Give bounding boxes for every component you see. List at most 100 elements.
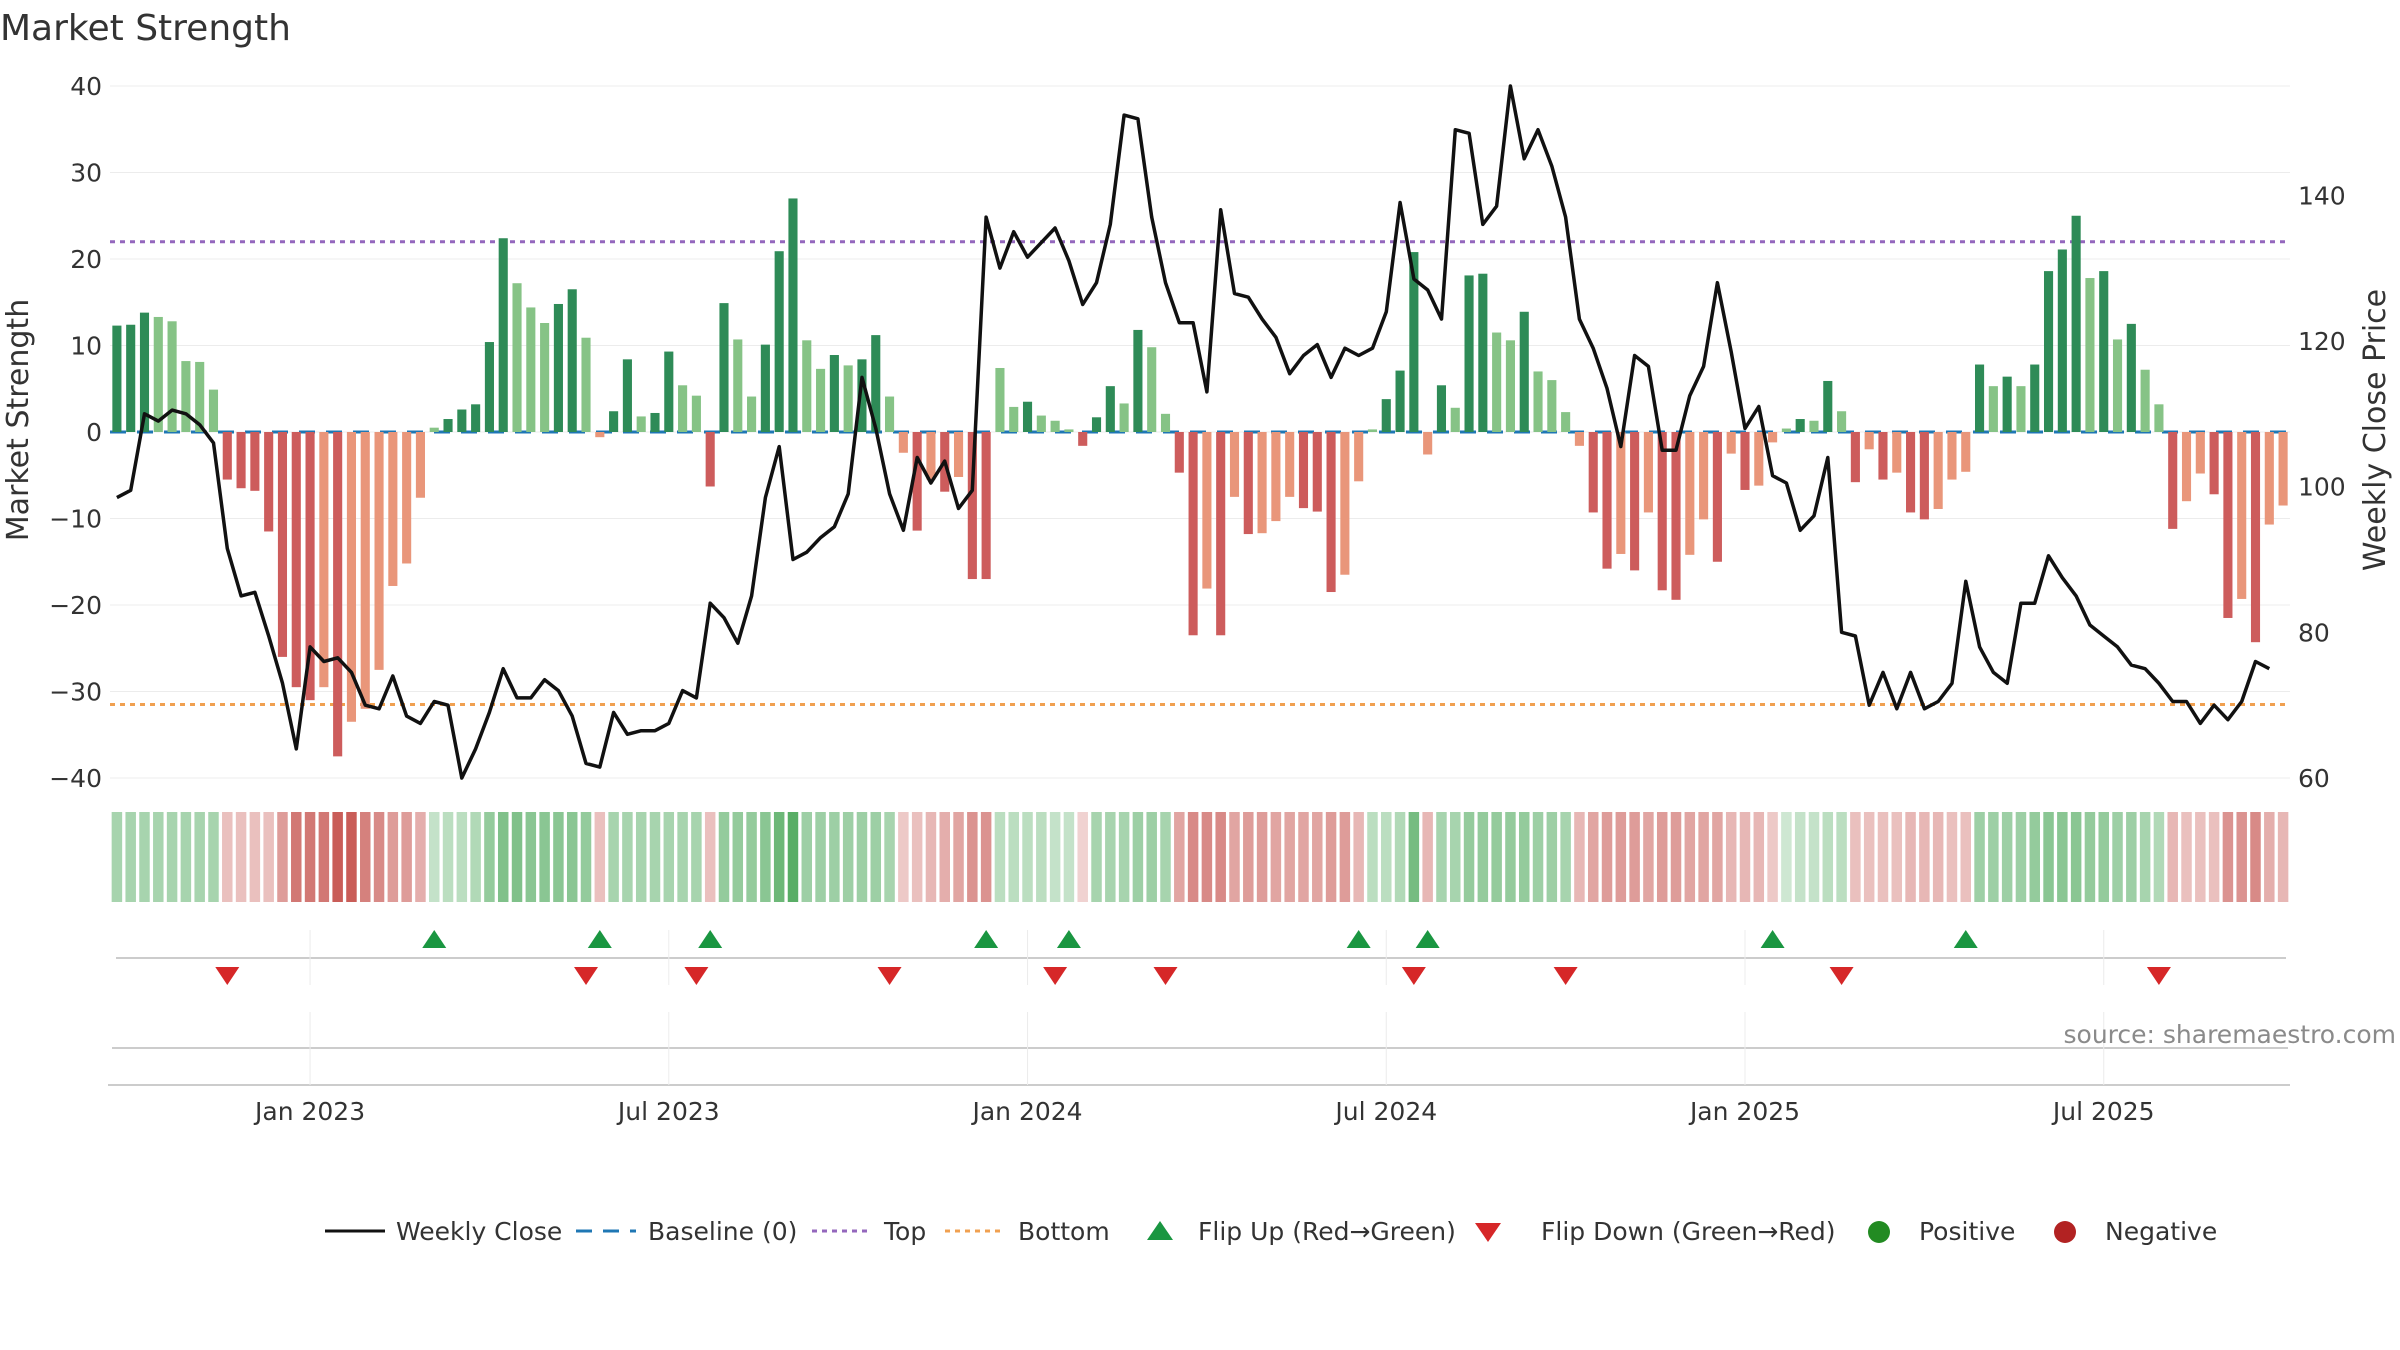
strength-bar bbox=[1630, 432, 1640, 571]
flip-down-marker bbox=[2146, 967, 2171, 985]
band-cell bbox=[1767, 812, 1778, 902]
band-cell bbox=[2195, 812, 2206, 902]
strength-bar bbox=[222, 432, 232, 480]
band-cell bbox=[2029, 812, 2040, 902]
strength-bar bbox=[1478, 273, 1488, 432]
band-cell bbox=[139, 812, 150, 902]
band-cell bbox=[608, 812, 619, 902]
flip-down-marker bbox=[574, 967, 599, 985]
strength-bar bbox=[484, 342, 494, 432]
band-cell bbox=[1891, 812, 1903, 902]
strength-bar bbox=[236, 432, 246, 489]
strength-bar bbox=[181, 361, 191, 432]
band-cell bbox=[153, 812, 164, 902]
strength-bar bbox=[553, 303, 563, 432]
band-cell bbox=[1367, 812, 1378, 902]
strength-bar bbox=[1505, 340, 1515, 432]
strength-bar bbox=[112, 325, 122, 432]
strength-bar bbox=[1975, 364, 1985, 432]
left-y-tick-label: 40 bbox=[70, 72, 102, 101]
band-cell bbox=[360, 812, 371, 902]
band-cell bbox=[511, 812, 523, 902]
band-cell bbox=[2167, 812, 2178, 902]
strength-bar bbox=[1574, 432, 1584, 446]
band-cell bbox=[373, 812, 385, 902]
legend-positive-swatch bbox=[1868, 1221, 1890, 1243]
band-cell bbox=[1794, 812, 1806, 902]
strength-bar bbox=[1671, 432, 1681, 600]
band-cell bbox=[166, 812, 178, 902]
band-cell bbox=[249, 812, 261, 902]
band-cell bbox=[1022, 812, 1033, 902]
flip-down-marker bbox=[215, 967, 240, 985]
band-cell bbox=[1408, 812, 1420, 902]
legend: Weekly Close Baseline (0) Top Bottom Fli… bbox=[325, 1217, 2217, 1246]
strength-bar bbox=[1699, 432, 1709, 520]
strength-bar bbox=[2085, 278, 2095, 432]
band-cell bbox=[898, 812, 909, 902]
flip-up-marker bbox=[587, 930, 612, 948]
band-cell bbox=[1312, 812, 1323, 902]
band-cell bbox=[125, 812, 136, 902]
band-cell bbox=[1132, 812, 1144, 902]
band-cell bbox=[1850, 812, 1861, 902]
band-cell bbox=[497, 812, 509, 902]
band-cell bbox=[1325, 812, 1337, 902]
legend-flip-down-swatch bbox=[1475, 1223, 1501, 1242]
band-cell bbox=[856, 812, 868, 902]
strength-bar bbox=[733, 339, 743, 432]
strength-bar bbox=[747, 396, 757, 432]
strength-bar bbox=[871, 335, 881, 432]
flip-down-marker bbox=[1829, 967, 1854, 985]
left-y-axis-label: Market Strength bbox=[1, 299, 36, 541]
legend-negative: Negative bbox=[2105, 1217, 2217, 1246]
strength-bar bbox=[2209, 432, 2219, 495]
band-cell bbox=[525, 812, 537, 902]
band-cell bbox=[1008, 812, 1019, 902]
band-cell bbox=[870, 812, 882, 902]
strength-bar bbox=[1768, 432, 1778, 443]
band-cell bbox=[194, 812, 205, 902]
strength-bar bbox=[1216, 432, 1226, 636]
strength-bar bbox=[1009, 406, 1019, 432]
flip-down-marker bbox=[1401, 967, 1426, 985]
strength-bar bbox=[1340, 432, 1350, 575]
strength-bar bbox=[1202, 432, 1212, 589]
band-cell bbox=[2277, 812, 2289, 902]
band-cell bbox=[2264, 812, 2275, 902]
strength-bar bbox=[2181, 432, 2192, 502]
strength-bar bbox=[457, 409, 467, 432]
band-cell bbox=[842, 812, 854, 902]
band-cell bbox=[2139, 812, 2151, 902]
band-cell bbox=[1174, 812, 1185, 902]
flip-down-marker bbox=[1043, 967, 1068, 985]
strength-bar bbox=[843, 365, 853, 432]
strength-bar bbox=[581, 337, 591, 432]
strength-bar bbox=[346, 432, 357, 722]
band-cell bbox=[594, 812, 606, 902]
band-cell bbox=[1946, 812, 1958, 902]
strength-bar bbox=[1133, 329, 1143, 432]
strength-bar bbox=[415, 432, 425, 498]
band-cell bbox=[1905, 812, 1916, 902]
band-cell bbox=[2057, 812, 2068, 902]
strength-bar bbox=[2043, 271, 2054, 432]
band-cell bbox=[691, 812, 702, 902]
strength-bar bbox=[2278, 432, 2288, 506]
legend-positive: Positive bbox=[1919, 1217, 2015, 1246]
right-y-axis: 140 120 100 80 60 bbox=[2298, 181, 2346, 793]
strength-bar bbox=[650, 412, 660, 432]
strength-bar bbox=[1561, 412, 1571, 432]
strength-bar bbox=[1616, 432, 1626, 554]
strength-bar bbox=[2126, 323, 2136, 432]
strength-bar bbox=[1078, 432, 1088, 446]
strength-bar bbox=[1685, 432, 1695, 555]
band-cell bbox=[277, 812, 288, 902]
band-cell bbox=[318, 812, 330, 902]
strength-bar bbox=[1160, 413, 1171, 432]
strength-bar bbox=[1492, 332, 1502, 432]
band-cell bbox=[787, 812, 799, 902]
flip-markers-panel bbox=[116, 930, 2286, 985]
band-cell bbox=[208, 812, 219, 902]
strength-bar bbox=[1519, 311, 1529, 432]
